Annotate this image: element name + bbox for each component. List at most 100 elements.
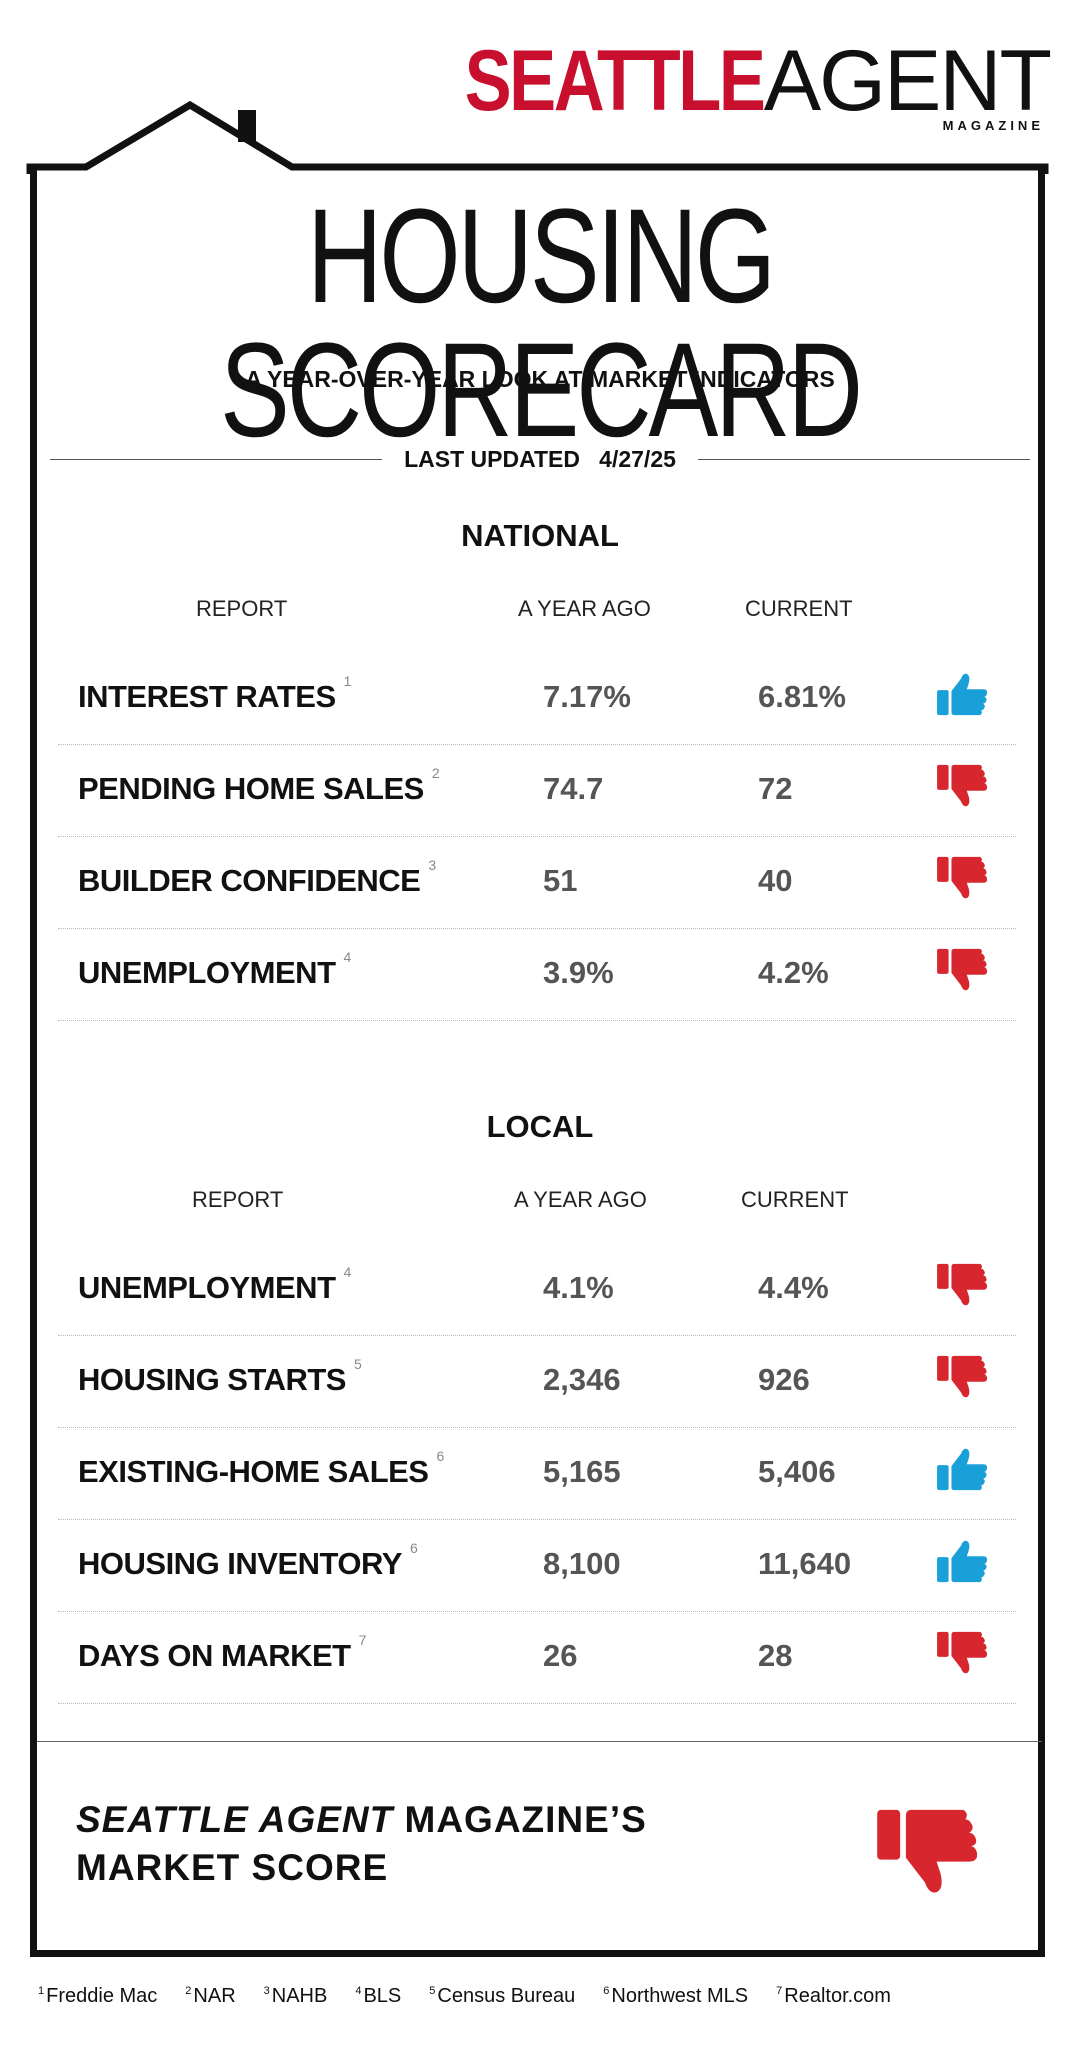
report-name-text: EXISTING-HOME SALES — [78, 1454, 429, 1489]
source-name: Realtor.com — [784, 1985, 891, 2007]
source-number: 1 — [38, 1985, 45, 1997]
report-name: PENDING HOME SALES 2 — [78, 765, 440, 807]
thumbs-up-icon — [935, 1538, 989, 1592]
source-footnote: 7 Realtor.com — [776, 1985, 891, 2008]
score-divider — [37, 1741, 1042, 1742]
logo-word-seattle: SEATTLE — [464, 33, 766, 129]
current-value: 926 — [758, 1362, 810, 1397]
divider-left — [50, 459, 383, 460]
source-number: 4 — [355, 1985, 362, 1997]
report-name: UNEMPLOYMENT 4 — [78, 1264, 351, 1306]
source-name: NAR — [193, 1985, 236, 2007]
page-subtitle: A YEAR-OVER-YEAR LOOK AT MARKET INDICATO… — [245, 366, 835, 392]
year-ago-value: 26 — [543, 1638, 578, 1673]
national-header-year-ago: A YEAR AGO — [518, 596, 651, 621]
report-name-text: BUILDER CONFIDENCE — [78, 863, 421, 898]
year-ago-value: 3.9% — [543, 955, 614, 990]
current-value: 40 — [758, 863, 793, 898]
local-header-current: CURRENT — [741, 1187, 849, 1212]
local-section-title: LOCAL — [486, 1109, 594, 1144]
national-header-current: CURRENT — [745, 596, 853, 621]
national-row: BUILDER CONFIDENCE 3 51 40 — [58, 837, 1016, 929]
report-name: UNEMPLOYMENT 4 — [78, 949, 351, 991]
last-updated: LAST UPDATED 4/27/25 — [50, 446, 1031, 473]
logo-word-agent: AGENT — [763, 33, 1052, 129]
footnote-marker: 1 — [343, 673, 352, 689]
report-name: DAYS ON MARKET 7 — [78, 1632, 366, 1674]
thumbs-up-icon — [935, 671, 989, 725]
report-name: HOUSING INVENTORY 6 — [78, 1540, 418, 1582]
local-row: HOUSING STARTS 5 2,346 926 — [58, 1336, 1016, 1428]
footnote-marker: 7 — [358, 1632, 367, 1648]
footnote-marker: 4 — [343, 949, 352, 965]
year-ago-value: 51 — [543, 863, 578, 898]
source-footnote: 4 BLS — [355, 1985, 401, 2008]
logo-tagline: MAGAZINE — [942, 118, 1044, 133]
source-footnote: 2 NAR — [185, 1985, 235, 2008]
report-name: HOUSING STARTS 5 — [78, 1356, 362, 1398]
national-header-report: REPORT — [196, 596, 288, 621]
thumbs-down-icon — [935, 855, 989, 909]
report-name-text: UNEMPLOYMENT — [78, 955, 336, 990]
report-name-text: INTEREST RATES — [78, 679, 336, 714]
year-ago-value: 5,165 — [543, 1454, 621, 1489]
thumbs-down-icon — [872, 1806, 982, 1898]
footnote-marker: 4 — [343, 1264, 352, 1280]
source-number: 3 — [263, 1985, 270, 1997]
report-name: BUILDER CONFIDENCE 3 — [78, 857, 436, 899]
sources-footnotes: 1 Freddie Mac 2 NAR 3 NAHB 4 BLS 5 Census Bureau 6… — [38, 1985, 891, 2008]
source-footnote: 3 NAHB — [264, 1985, 328, 2008]
source-footnote: 5 Census Bureau — [429, 1985, 575, 2008]
source-number: 7 — [776, 1985, 783, 1997]
source-name: Census Bureau — [437, 1985, 576, 2007]
current-value: 6.81% — [758, 679, 846, 714]
score-label-magazine: SEATTLE AGENT — [76, 1799, 394, 1840]
source-footnote: 1 Freddie Mac — [38, 1985, 157, 2008]
score-label-possessive: MAGAZINE’S — [393, 1799, 647, 1840]
report-name-text: HOUSING STARTS — [78, 1362, 347, 1397]
divider-right — [697, 459, 1031, 460]
source-name: Freddie Mac — [46, 1985, 158, 2007]
footnote-marker: 2 — [431, 765, 440, 781]
source-number: 5 — [429, 1985, 436, 1997]
local-header-year-ago: A YEAR AGO — [514, 1187, 647, 1212]
report-name-text: UNEMPLOYMENT — [78, 1270, 336, 1305]
report-name-text: PENDING HOME SALES — [78, 771, 424, 806]
year-ago-value: 7.17% — [543, 679, 631, 714]
local-row: EXISTING-HOME SALES 6 5,165 5,406 — [58, 1428, 1016, 1520]
local-header-report: REPORT — [192, 1187, 284, 1212]
year-ago-value: 8,100 — [543, 1546, 621, 1581]
source-footnote: 6 Northwest MLS — [603, 1985, 748, 2008]
score-label-line2: MARKET SCORE — [76, 1847, 389, 1888]
national-row: PENDING HOME SALES 2 74.7 72 — [58, 745, 1016, 837]
source-name: NAHB — [271, 1985, 328, 2007]
local-row: DAYS ON MARKET 7 26 28 — [58, 1612, 1016, 1704]
source-number: 6 — [603, 1985, 610, 1997]
footnote-marker: 5 — [354, 1356, 362, 1372]
current-value: 11,640 — [758, 1546, 852, 1581]
year-ago-value: 4.1% — [543, 1270, 614, 1305]
report-name-text: HOUSING INVENTORY — [78, 1546, 402, 1581]
local-row: HOUSING INVENTORY 6 8,100 11,640 — [58, 1520, 1016, 1612]
market-score-label: SEATTLE AGENT MAGAZINE’S MARKET SCORE — [76, 1796, 647, 1892]
current-value: 72 — [758, 771, 793, 806]
footnote-marker: 3 — [428, 857, 436, 873]
report-name: EXISTING-HOME SALES 6 — [78, 1448, 444, 1490]
source-name: Northwest MLS — [611, 1985, 749, 2007]
scorecard-frame — [30, 167, 1045, 1957]
national-section-title: NATIONAL — [461, 518, 619, 553]
thumbs-down-icon — [935, 1262, 989, 1316]
report-name: INTEREST RATES 1 — [78, 673, 351, 715]
page-title: HOUSING SCORECARD — [220, 182, 863, 465]
thumbs-down-icon — [935, 1630, 989, 1684]
year-ago-value: 2,346 — [543, 1362, 621, 1397]
national-row: UNEMPLOYMENT 4 3.9% 4.2% — [58, 929, 1016, 1021]
local-row: UNEMPLOYMENT 4 4.1% 4.4% — [58, 1244, 1016, 1336]
thumbs-up-icon — [935, 1446, 989, 1500]
current-value: 4.4% — [758, 1270, 829, 1305]
source-number: 2 — [185, 1985, 192, 1997]
report-name-text: DAYS ON MARKET — [78, 1638, 351, 1673]
current-value: 5,406 — [758, 1454, 836, 1489]
footnote-marker: 6 — [409, 1540, 418, 1556]
national-row: INTEREST RATES 1 7.17% 6.81% — [58, 653, 1016, 745]
